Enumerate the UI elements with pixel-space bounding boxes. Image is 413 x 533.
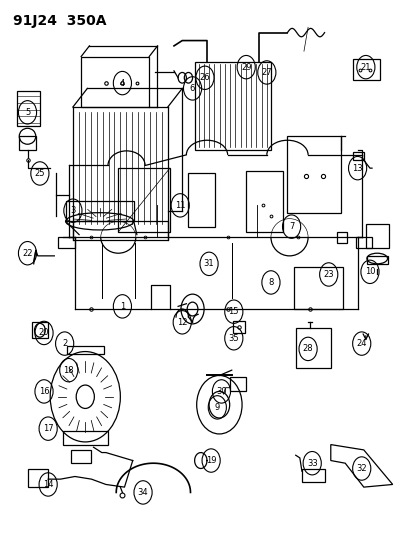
Text: 91J24  350A: 91J24 350A (13, 14, 106, 28)
Text: 8: 8 (268, 278, 273, 287)
Bar (194, 62, 270, 150)
Text: 17: 17 (43, 424, 53, 433)
Bar (66, 200, 133, 221)
Text: 7: 7 (288, 222, 294, 231)
Bar (27, 469, 48, 487)
Text: 13: 13 (351, 164, 362, 173)
Bar (17, 91, 40, 126)
Bar (287, 136, 340, 213)
Bar (293, 266, 342, 309)
Text: 6: 6 (190, 84, 195, 93)
Bar (66, 346, 104, 354)
Bar (71, 450, 91, 463)
Circle shape (178, 72, 186, 83)
Text: 12: 12 (177, 318, 187, 327)
Text: 27: 27 (261, 68, 271, 77)
Bar (355, 237, 371, 248)
Bar (365, 224, 388, 248)
Text: 11: 11 (175, 201, 185, 210)
Bar (19, 136, 36, 150)
Text: 34: 34 (138, 488, 148, 497)
Text: 20: 20 (39, 328, 49, 337)
Text: 18: 18 (63, 366, 74, 375)
Text: 14: 14 (43, 480, 53, 489)
Bar (233, 321, 245, 333)
Text: 19: 19 (205, 456, 216, 465)
Text: 26: 26 (199, 73, 210, 82)
Bar (118, 168, 169, 232)
Text: 31: 31 (203, 260, 214, 268)
Bar (73, 221, 167, 240)
Text: 35: 35 (228, 334, 239, 343)
Bar (31, 322, 48, 338)
Bar (353, 152, 363, 160)
Bar (58, 237, 75, 248)
Text: 23: 23 (323, 270, 333, 279)
Text: 1: 1 (119, 302, 125, 311)
Text: 25: 25 (35, 169, 45, 178)
Bar (366, 256, 387, 264)
Bar (229, 376, 246, 391)
Text: 22: 22 (22, 249, 33, 258)
Text: 21: 21 (360, 63, 370, 71)
Text: 15: 15 (228, 307, 238, 316)
Bar (336, 232, 347, 243)
Bar (188, 173, 215, 227)
Text: 2: 2 (62, 339, 67, 348)
Bar (246, 171, 282, 232)
Bar (62, 431, 108, 445)
Text: 29: 29 (240, 63, 251, 71)
Bar (353, 59, 380, 80)
Text: 10: 10 (364, 268, 374, 276)
Text: 4: 4 (119, 78, 125, 87)
Text: 30: 30 (216, 387, 226, 396)
Bar (295, 328, 330, 368)
Text: 9: 9 (214, 403, 219, 412)
Text: 28: 28 (302, 344, 313, 353)
Text: 16: 16 (38, 387, 49, 396)
Text: 24: 24 (356, 339, 366, 348)
Bar (81, 56, 149, 107)
Text: 5: 5 (25, 108, 30, 117)
Text: 3: 3 (70, 206, 76, 215)
Text: 32: 32 (356, 464, 366, 473)
Bar (301, 469, 324, 482)
Text: 33: 33 (306, 459, 317, 467)
